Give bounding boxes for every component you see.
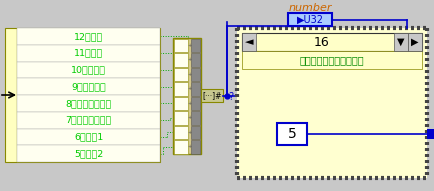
Bar xyxy=(394,33,408,51)
Bar xyxy=(17,62,160,78)
Text: ◄: ◄ xyxy=(245,37,253,47)
Bar xyxy=(17,95,160,112)
Bar xyxy=(191,96,200,110)
Text: 7：跳跃奔跑步态: 7：跳跃奔跑步态 xyxy=(66,116,112,125)
Text: 6：备用1: 6：备用1 xyxy=(74,132,103,141)
Bar xyxy=(17,145,160,162)
Text: 9：对角步态: 9：对角步态 xyxy=(71,82,106,91)
Bar xyxy=(191,125,200,139)
Bar xyxy=(17,28,160,162)
Bar xyxy=(201,89,223,102)
Text: +: + xyxy=(187,43,191,48)
Bar xyxy=(17,45,160,62)
Text: number: number xyxy=(288,3,332,13)
Text: 5: 5 xyxy=(288,127,296,141)
Bar xyxy=(427,129,434,139)
Text: [···]#: [···]# xyxy=(202,91,222,100)
Bar xyxy=(277,123,307,145)
Bar xyxy=(191,140,200,154)
Bar xyxy=(174,82,188,96)
Text: 16: 16 xyxy=(314,36,330,49)
Bar xyxy=(191,67,200,81)
Text: 5：备用2: 5：备用2 xyxy=(74,149,103,158)
Text: 12：卧倒: 12：卧倒 xyxy=(74,32,103,41)
Bar xyxy=(174,125,188,139)
Text: 10：静步态: 10：静步态 xyxy=(71,65,106,74)
Bar xyxy=(174,96,188,110)
Text: 11：站立: 11：站立 xyxy=(74,49,103,58)
Bar xyxy=(191,82,200,96)
Bar xyxy=(17,129,160,145)
Bar xyxy=(191,39,200,52)
Bar xyxy=(17,112,160,129)
Bar xyxy=(17,28,160,45)
Bar xyxy=(174,67,188,81)
Bar xyxy=(288,13,332,26)
Text: +: + xyxy=(187,144,191,149)
Bar xyxy=(17,78,160,95)
Text: ?: ? xyxy=(228,92,233,102)
Bar xyxy=(174,53,188,66)
Text: 轮换奔跑步态＝＝任意腿: 轮换奔跑步态＝＝任意腿 xyxy=(300,55,364,65)
Bar xyxy=(173,38,201,154)
Text: 8：转换奔跑步态: 8：转换奔跑步态 xyxy=(66,99,112,108)
Bar xyxy=(174,39,188,52)
Text: ▶: ▶ xyxy=(411,37,419,47)
Bar xyxy=(191,53,200,66)
Text: +: + xyxy=(187,57,191,62)
Text: +: + xyxy=(187,72,191,77)
Text: +: + xyxy=(187,130,191,135)
Text: ▼: ▼ xyxy=(397,37,405,47)
Text: ▶U32: ▶U32 xyxy=(296,15,323,24)
Bar xyxy=(237,28,427,178)
Bar xyxy=(174,140,188,154)
Text: +: + xyxy=(187,101,191,106)
Bar xyxy=(408,33,422,51)
Bar xyxy=(242,33,256,51)
Text: +: + xyxy=(187,115,191,120)
Bar xyxy=(242,33,422,51)
Text: +: + xyxy=(187,86,191,91)
Bar xyxy=(174,111,188,125)
Bar xyxy=(5,28,17,162)
Bar xyxy=(191,111,200,125)
Bar xyxy=(242,51,422,69)
